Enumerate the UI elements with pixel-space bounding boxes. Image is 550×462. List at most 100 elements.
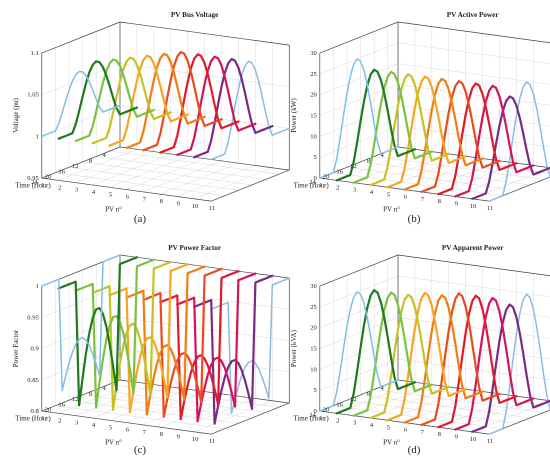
- time-tick-label: 12: [72, 163, 79, 170]
- time-tick-label: 20: [45, 174, 52, 181]
- z-tick-label: 10: [310, 133, 317, 140]
- series-line-pv11: [488, 81, 550, 202]
- axis-edge: [210, 402, 290, 435]
- grid-line: [397, 84, 550, 106]
- pv-axis-label: PV n°: [105, 438, 122, 446]
- pv-tick-label: 1: [41, 182, 44, 189]
- pv-tick-label: 3: [353, 420, 357, 427]
- pv-tick-label: 3: [75, 420, 79, 427]
- pv-tick-label: 9: [177, 434, 181, 441]
- grid-line: [143, 160, 222, 193]
- grid-line: [92, 153, 171, 186]
- pv-tick-label: 6: [126, 194, 130, 201]
- time-tick-label: 20: [323, 174, 330, 181]
- axis-edge: [319, 21, 399, 54]
- series-line-pv5: [386, 75, 467, 189]
- grid-line: [126, 158, 205, 190]
- pv-tick-label: 7: [143, 196, 147, 203]
- pv-tick-label: 8: [160, 431, 164, 438]
- axis-edge: [41, 177, 212, 202]
- series-line-pv5: [386, 291, 467, 422]
- z-tick-label: 0: [314, 175, 318, 182]
- panel-caption: (a): [134, 213, 147, 225]
- series-line-pv4: [369, 293, 450, 420]
- pv-tick-label: 5: [109, 424, 113, 431]
- grid-line: [488, 176, 550, 202]
- time-tick-label: 16: [58, 168, 65, 175]
- series-line-pv11: [210, 277, 291, 415]
- series-line-pv4: [91, 56, 172, 145]
- grid-line: [397, 21, 550, 43]
- time-tick-label: 4: [381, 152, 385, 159]
- time-tick-label: 24: [309, 179, 316, 186]
- time-tick-label: 12: [350, 163, 357, 170]
- grid-line: [319, 125, 399, 158]
- series-line-pv1: [319, 291, 399, 412]
- grid-line: [397, 42, 550, 64]
- pv-tick-label: 2: [58, 184, 61, 191]
- series-line-pv8: [437, 82, 518, 196]
- z-axis-label: Voltage (pu): [12, 98, 20, 133]
- time-tick-label: 8: [367, 157, 371, 164]
- z-axis-label: Power Factor: [12, 329, 20, 367]
- time-tick-label: 16: [58, 401, 65, 408]
- series-line-pv11: [488, 293, 550, 435]
- axis-edge: [488, 176, 550, 202]
- pv-tick-label: 4: [92, 189, 96, 196]
- pv-tick-label: 8: [160, 198, 164, 205]
- z-tick-label: 1: [36, 133, 39, 140]
- pv-tick-label: 5: [109, 191, 113, 198]
- grid-line: [374, 389, 544, 413]
- pv-axis-label: PV n°: [383, 205, 400, 213]
- series-line-pv11: [210, 60, 291, 161]
- grid-line: [194, 167, 273, 200]
- pv-tick-label: 11: [209, 205, 215, 212]
- grid-line: [319, 63, 399, 95]
- series-line-pv1: [41, 70, 121, 138]
- time-axis-label: Time (Hour): [15, 414, 51, 422]
- chart-title: PV Apparent Power: [442, 244, 504, 252]
- grid-line: [319, 105, 399, 137]
- series-group: [41, 50, 291, 161]
- grid-line: [319, 296, 399, 328]
- series-line-pv2: [335, 68, 416, 182]
- grid-line: [360, 394, 530, 419]
- pv-tick-label: 3: [75, 187, 79, 194]
- grid-line: [82, 394, 252, 419]
- pv-tick-label: 11: [487, 205, 493, 212]
- pv-tick-label: 7: [421, 196, 425, 203]
- grid-line: [41, 286, 121, 318]
- series-line-pv4: [91, 260, 172, 411]
- z-tick-label: 0.95: [27, 314, 39, 321]
- time-tick-label: 20: [323, 407, 330, 414]
- grid-line: [387, 383, 550, 407]
- series-line-pv9: [454, 84, 535, 198]
- grid-line: [109, 156, 188, 188]
- grid-line: [96, 156, 266, 180]
- grid-line: [41, 348, 121, 381]
- grid-line: [68, 400, 239, 424]
- axis-edge: [119, 21, 290, 46]
- pv-axis-label: PV n°: [383, 438, 400, 446]
- time-tick-label: 24: [309, 412, 316, 419]
- time-tick-label: 12: [72, 396, 79, 403]
- pv-tick-label: 5: [387, 191, 391, 198]
- z-tick-label: 1.05: [27, 92, 39, 99]
- grid-line: [109, 150, 280, 175]
- axis-edge: [41, 146, 121, 179]
- pv-tick-label: 3: [353, 187, 357, 194]
- pv-tick-label: 9: [455, 434, 459, 441]
- series-line-pv10: [193, 57, 274, 159]
- time-tick-label: 8: [367, 390, 371, 397]
- pv-tick-label: 9: [455, 201, 459, 208]
- pv-axis-label: PV n°: [105, 205, 122, 213]
- series-line-pv8: [437, 294, 518, 429]
- pv-tick-label: 10: [192, 436, 199, 443]
- series-line-pv3: [74, 58, 155, 143]
- series-line-pv10: [193, 274, 274, 425]
- pv-tick-label: 8: [438, 431, 442, 438]
- grid-line: [374, 156, 544, 180]
